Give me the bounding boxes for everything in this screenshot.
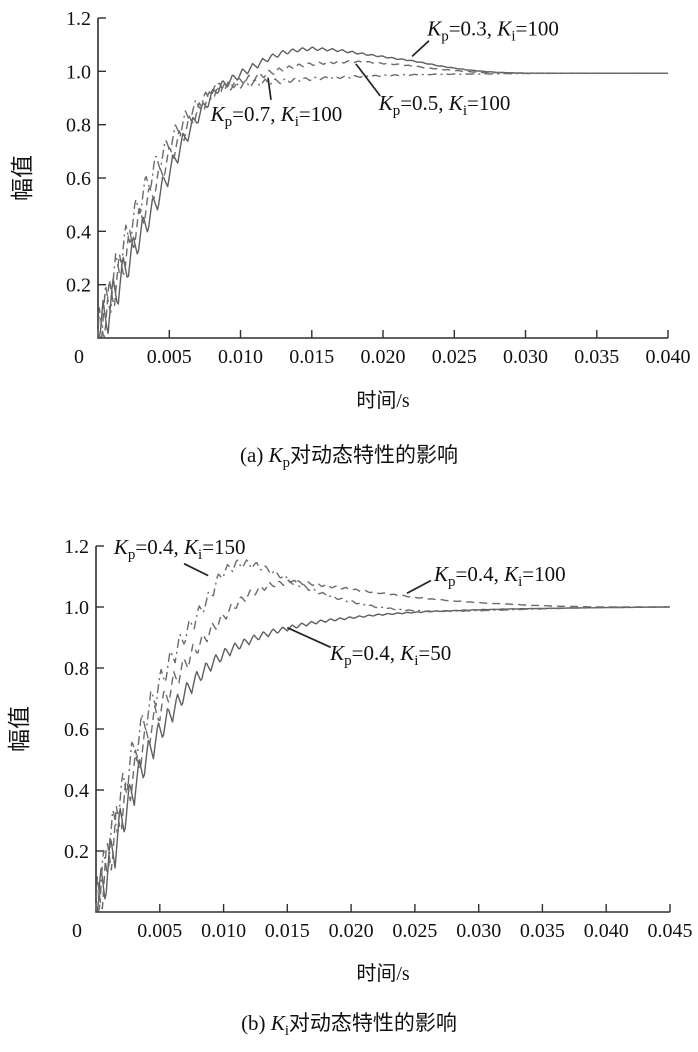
svg-text:Kp=0.4, Ki=100: Kp=0.4, Ki=100 <box>433 562 566 590</box>
chart-a-y-axis-label: 幅值 <box>10 155 35 201</box>
svg-text:0.035: 0.035 <box>574 346 619 368</box>
svg-text:0.8: 0.8 <box>66 115 91 137</box>
chart-b-y-axis-label: 幅值 <box>7 706 32 752</box>
svg-text:Kp=0.7, Ki=100: Kp=0.7, Ki=100 <box>210 102 343 130</box>
svg-text:0.035: 0.035 <box>520 920 565 942</box>
chart-b-annotations: Kp=0.4, Ki=150 Kp=0.4, Ki=100 Kp=0.4, Ki=5… <box>113 535 566 669</box>
svg-text:0.005: 0.005 <box>147 346 192 368</box>
svg-text:0.010: 0.010 <box>201 920 246 942</box>
svg-text:Kp=0.4, Ki=50: Kp=0.4, Ki=50 <box>329 641 451 669</box>
svg-text:0: 0 <box>74 346 84 368</box>
chart-a-axes <box>97 17 669 339</box>
svg-text:Kp=0.3, Ki=100: Kp=0.3, Ki=100 <box>426 16 559 44</box>
svg-text:0.040: 0.040 <box>584 920 629 942</box>
svg-text:0.2: 0.2 <box>64 841 89 863</box>
svg-text:0.6: 0.6 <box>66 168 91 190</box>
chart-b-tick-labels: 0.2 0.4 0.6 0.8 1.0 1.2 0 0.005 0.010 0.015 0.020 0… <box>64 536 693 942</box>
chart-b-series-2 <box>95 579 670 911</box>
svg-text:1.2: 1.2 <box>66 8 91 30</box>
chart-a-series-3 <box>98 72 668 338</box>
svg-text:0.025: 0.025 <box>432 346 477 368</box>
chart-b-axes <box>95 545 671 913</box>
svg-text:1.0: 1.0 <box>64 597 89 619</box>
svg-text:0.025: 0.025 <box>392 920 437 942</box>
svg-text:0.2: 0.2 <box>66 275 91 297</box>
svg-text:0.045: 0.045 <box>648 920 693 942</box>
chart-a-caption: (a) Kp对动态特性的影响 <box>240 443 458 472</box>
svg-text:0.6: 0.6 <box>64 719 89 741</box>
svg-text:1.2: 1.2 <box>64 536 89 558</box>
svg-text:0.8: 0.8 <box>64 658 89 680</box>
chart-b-canvas: 0.2 0.4 0.6 0.8 1.0 1.2 0 0.005 0.010 0.015 0.020 0… <box>64 535 693 942</box>
svg-text:0.015: 0.015 <box>265 920 310 942</box>
svg-text:Kp=0.5, Ki=100: Kp=0.5, Ki=100 <box>378 91 511 119</box>
svg-text:0.020: 0.020 <box>361 346 406 368</box>
chart-a-tick-labels: 0.2 0.4 0.6 0.8 1.0 1.2 0 0.005 0.010 0.015 0.020 0… <box>66 8 691 368</box>
svg-text:0.4: 0.4 <box>66 221 91 243</box>
svg-text:0.040: 0.040 <box>646 346 691 368</box>
svg-text:0.020: 0.020 <box>329 920 374 942</box>
svg-text:0.010: 0.010 <box>218 346 263 368</box>
chart-b-series-1 <box>96 606 670 912</box>
chart-a-series-2 <box>97 60 668 338</box>
chart-b-caption: (b) Ki对动态特性的影响 <box>241 1011 457 1040</box>
svg-text:0.4: 0.4 <box>64 780 89 802</box>
chart-a-x-axis-label: 时间/s <box>356 390 410 412</box>
svg-text:Kp=0.4, Ki=150: Kp=0.4, Ki=150 <box>113 535 246 563</box>
svg-text:0.030: 0.030 <box>503 346 548 368</box>
svg-text:0.015: 0.015 <box>289 346 334 368</box>
chart-b-x-axis-label: 时间/s <box>356 963 410 985</box>
chart-b-series-3 <box>96 559 670 912</box>
chart-a-annotations: Kp=0.3, Ki=100 Kp=0.5, Ki=100 Kp=0.7, Ki=1… <box>210 16 559 130</box>
svg-text:1.0: 1.0 <box>66 61 91 83</box>
svg-text:0.030: 0.030 <box>456 920 501 942</box>
svg-text:0: 0 <box>72 920 82 942</box>
svg-text:0.005: 0.005 <box>137 920 182 942</box>
chart-a-canvas: 0.2 0.4 0.6 0.8 1.0 1.2 0 0.005 0.010 0.015 0.020 0… <box>66 8 691 368</box>
